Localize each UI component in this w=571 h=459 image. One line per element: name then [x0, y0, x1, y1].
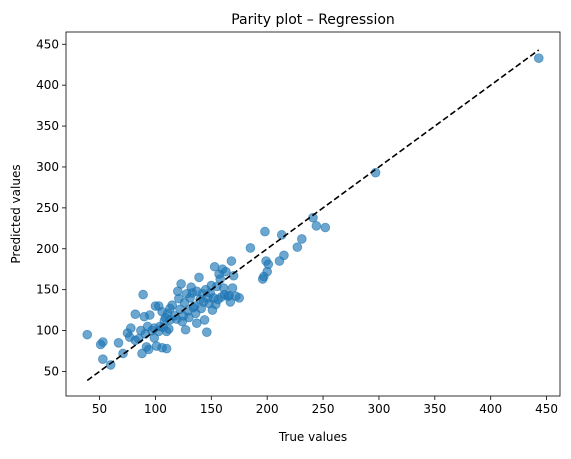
data-point — [194, 272, 204, 283]
y-tick-label: 450 — [36, 37, 59, 51]
y-tick-label: 200 — [36, 242, 59, 256]
y-tick-label: 350 — [36, 119, 59, 133]
y-axis: 50 100 150 200 250 300 350 400 450 — [36, 37, 66, 378]
y-tick-label: 300 — [36, 160, 59, 174]
data-point — [234, 293, 245, 303]
y-tick-label: 100 — [36, 324, 59, 338]
data-point — [105, 360, 116, 370]
data-point — [98, 354, 108, 364]
data-point — [202, 327, 212, 337]
data-point — [276, 230, 287, 240]
data-point — [263, 259, 274, 270]
data-point — [82, 329, 93, 340]
x-tick-label: 100 — [144, 402, 167, 416]
data-point — [161, 343, 172, 354]
data-point — [221, 266, 231, 277]
chart-title: Parity plot – Regression — [231, 12, 395, 28]
data-point — [180, 324, 191, 335]
x-tick-label: 250 — [312, 402, 335, 416]
y-tick-label: 50 — [44, 364, 59, 378]
y-tick-label: 250 — [36, 201, 59, 215]
data-point — [279, 250, 289, 261]
y-axis-label: Predicted values — [9, 164, 23, 263]
data-point — [260, 226, 270, 237]
data-point — [113, 338, 124, 348]
data-point — [98, 337, 108, 347]
data-point — [311, 221, 322, 231]
data-point — [130, 309, 141, 320]
data-point — [297, 234, 307, 244]
data-point — [126, 323, 136, 333]
data-point — [167, 300, 177, 311]
x-tick-label: 450 — [535, 402, 558, 416]
data-point — [215, 274, 226, 284]
data-point — [245, 243, 256, 253]
x-tick-label: 350 — [423, 402, 446, 416]
data-point — [226, 256, 237, 266]
x-tick-label: 300 — [367, 402, 390, 416]
data-point — [227, 283, 238, 293]
x-tick-label: 400 — [479, 402, 502, 416]
y-tick-label: 150 — [36, 283, 59, 297]
data-point — [533, 53, 544, 63]
x-axis-label: True values — [278, 430, 347, 444]
data-point — [138, 289, 148, 300]
data-point — [164, 324, 174, 334]
plot-frame — [65, 31, 561, 397]
data-point — [370, 167, 381, 178]
data-point — [145, 310, 155, 320]
parity-reference-line — [86, 49, 540, 382]
plot-area — [82, 49, 544, 382]
data-point — [199, 315, 210, 325]
data-point — [225, 297, 236, 307]
x-tick-label: 200 — [256, 402, 279, 416]
data-point — [176, 279, 186, 289]
data-point — [320, 222, 331, 233]
x-tick-label: 150 — [200, 402, 223, 416]
data-point — [292, 242, 303, 252]
y-tick-label: 400 — [36, 78, 59, 92]
x-tick-label: 50 — [92, 402, 107, 416]
x-axis: 50 100 150 200 250 300 350 400 450 — [92, 396, 558, 416]
